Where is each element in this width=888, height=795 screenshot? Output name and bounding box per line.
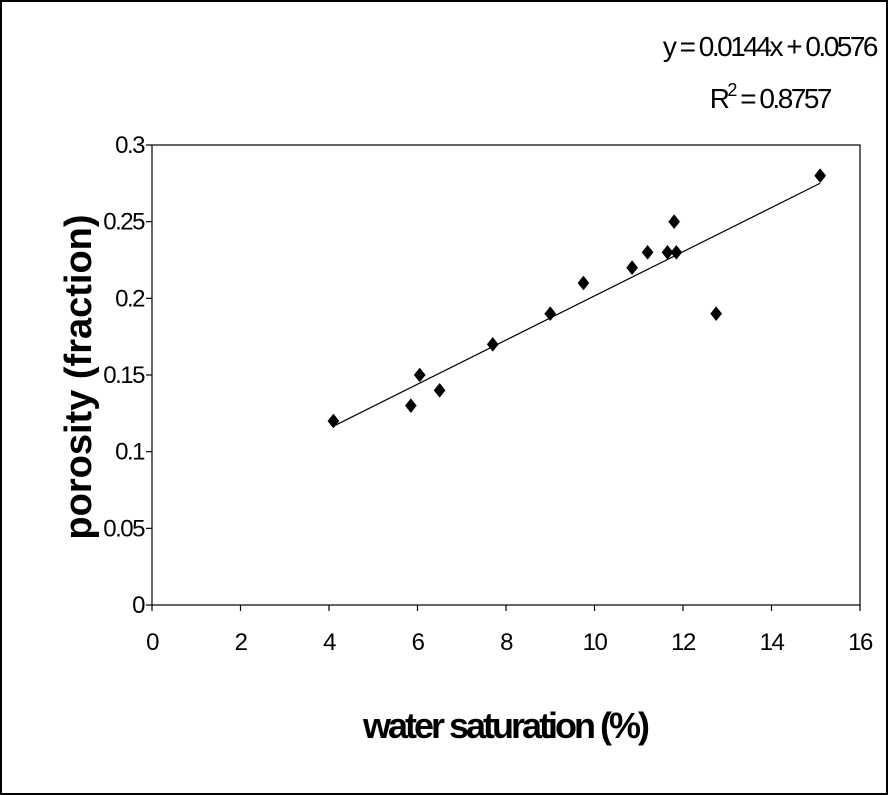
data-point-5 <box>544 306 557 322</box>
r-squared-symbol: R <box>710 83 729 114</box>
x-tick-label: 16 <box>848 629 873 656</box>
x-tick-label: 0 <box>146 629 159 656</box>
data-point-0 <box>327 413 340 429</box>
plot-area <box>151 144 861 606</box>
y-tick-label: 0.05 <box>103 515 145 542</box>
y-axis-title: porosity (fraction) <box>58 214 100 539</box>
data-point-9 <box>661 244 674 260</box>
y-tick-label: 0.25 <box>103 209 145 236</box>
data-point-1 <box>404 398 417 414</box>
x-tick-label: 4 <box>323 629 336 656</box>
y-tick-label: 0.15 <box>103 362 145 389</box>
x-tick-label: 2 <box>235 629 248 656</box>
data-point-2 <box>413 367 426 383</box>
data-point-8 <box>641 244 654 260</box>
x-tick-label: 14 <box>760 629 785 656</box>
x-axis: 0 2 4 6 8 10 12 14 16 <box>146 605 874 656</box>
data-point-4 <box>486 336 499 352</box>
trendline-equation: y = 0.0144x + 0.0576 <box>663 31 878 62</box>
y-tick-label: 0.3 <box>115 132 145 159</box>
data-point-3 <box>433 382 446 398</box>
y-axis: 0 0.05 0.1 0.15 0.2 0.25 0.3 <box>103 132 152 619</box>
x-tick-label: 6 <box>412 629 425 656</box>
y-tick-label: 0.1 <box>115 439 145 466</box>
data-point-13 <box>814 168 827 184</box>
trendline <box>333 182 821 427</box>
x-tick-label: 8 <box>500 629 513 656</box>
trendline-group <box>333 182 821 427</box>
r-squared-value: = 0.8757 <box>735 83 832 114</box>
y-tick-label: 0 <box>132 592 145 619</box>
data-point-12 <box>710 306 723 322</box>
data-point-11 <box>670 244 683 260</box>
x-tick-label: 12 <box>671 629 696 656</box>
data-point-6 <box>577 275 590 291</box>
x-axis-title: water saturation (%) <box>362 705 649 746</box>
r-squared-label: R2 = 0.8757 <box>710 80 832 114</box>
data-points <box>327 168 827 429</box>
y-tick-label: 0.2 <box>115 285 145 312</box>
data-point-7 <box>626 260 639 276</box>
data-point-10 <box>668 214 681 230</box>
x-tick-label: 10 <box>583 629 608 656</box>
